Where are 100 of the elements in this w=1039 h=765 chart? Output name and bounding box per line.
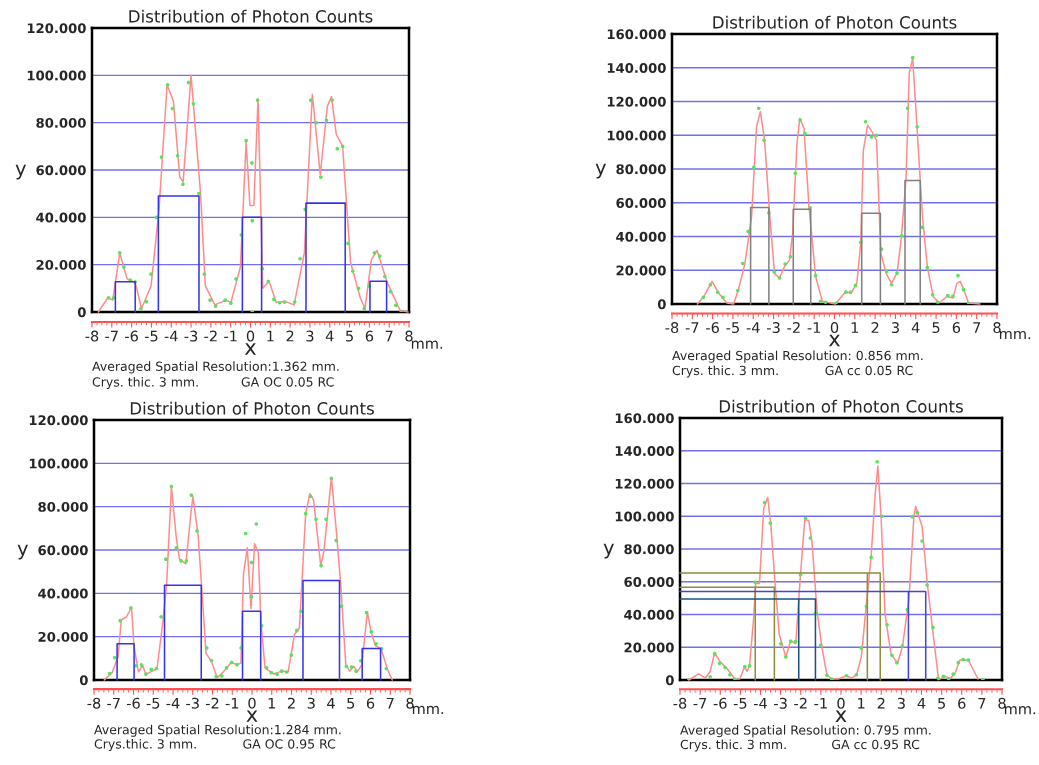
- x-tick-label: 3: [891, 322, 899, 334]
- y-tick-label: 160.000: [615, 413, 674, 424]
- y-axis-title: y: [17, 544, 28, 560]
- y-tick-label: 100.000: [615, 511, 674, 522]
- y-tick-label: 120.000: [27, 23, 86, 34]
- x-tick-label: -2: [794, 697, 807, 709]
- y-tick-label: 40.000: [36, 212, 86, 223]
- y-axis-title: y: [603, 543, 614, 559]
- x-tick-label: -1: [225, 697, 239, 709]
- y-tick-label: 120.000: [607, 96, 666, 107]
- y-tick-label: 40.000: [616, 231, 666, 242]
- x-tick-label: 2: [286, 330, 294, 342]
- x-tick-label: -7: [685, 322, 699, 333]
- y-tick-label: 140.000: [615, 445, 674, 456]
- x-tick-label: -3: [767, 322, 780, 334]
- x-axis-title: x: [828, 334, 840, 347]
- x-tick-label: -7: [693, 697, 707, 709]
- x-tick-label: -1: [224, 330, 237, 342]
- chart-title: Distribution of Photon Counts: [713, 15, 957, 29]
- x-tick-label: -3: [186, 697, 199, 709]
- y-tick-label: 80.000: [36, 117, 86, 128]
- text: GA cc 0.95 RC: [832, 739, 920, 750]
- x-axis-title: x: [835, 710, 847, 722]
- x-tick-label: 2: [871, 322, 879, 333]
- text: Crys. thic. 3 mm.: [672, 365, 778, 378]
- y-tick-label: 140.000: [607, 62, 666, 73]
- chart-title: Distribution of Photon Counts: [130, 401, 374, 415]
- x-tick-label: 4: [325, 330, 334, 342]
- x-tick-label: -2: [205, 697, 219, 709]
- y-tick-label: 60.000: [624, 576, 674, 587]
- y-tick-label: 20.000: [624, 642, 674, 653]
- x-tick-label: -5: [726, 322, 739, 334]
- x-tick-label: 7: [973, 322, 981, 333]
- x-tick-label: -8: [87, 697, 101, 709]
- x-tick-label: 1: [268, 697, 276, 709]
- y-tick-label: 100.000: [29, 458, 88, 469]
- x-tick-label: 2: [877, 697, 885, 709]
- x-tick-label: 5: [346, 330, 353, 342]
- x-tick-label: 0: [837, 697, 845, 709]
- x-tick-label: -7: [107, 697, 120, 709]
- x-tick-label: 8: [998, 697, 1006, 709]
- y-tick-label: 80.000: [624, 544, 674, 555]
- x-tick-label: -8: [665, 322, 679, 334]
- x-tick-label: -6: [706, 322, 719, 334]
- x-tick-label: 2: [287, 697, 295, 709]
- y-tick-label: 120.000: [29, 415, 88, 426]
- x-tick-label: 7: [978, 697, 986, 709]
- y-tick-label: 0: [79, 675, 88, 686]
- x-tick-label: 7: [386, 697, 394, 709]
- chart-title: Distribution of Photon Counts: [129, 9, 373, 23]
- x-tick-label: 8: [993, 322, 1001, 334]
- x-tick-label: 4: [327, 697, 335, 709]
- x-tick-label: 6: [952, 322, 961, 334]
- y-tick-label: 60.000: [36, 165, 86, 176]
- x-tick-label: -7: [105, 330, 118, 342]
- y-tick-label: 20.000: [36, 259, 86, 270]
- x-tick-label: 5: [932, 322, 940, 334]
- x-tick-label: -4: [753, 697, 767, 709]
- x-tick-label: 8: [405, 330, 413, 342]
- x-tick-label: -6: [126, 697, 140, 709]
- x-axis-title: x: [246, 710, 258, 722]
- x-tick-label: 5: [347, 697, 355, 709]
- y-tick-label: 40.000: [624, 609, 674, 620]
- x-tick-label: -6: [125, 330, 138, 342]
- x-tick-label: -4: [166, 697, 180, 709]
- x-tick-label: 8: [406, 697, 414, 709]
- y-axis-title: y: [595, 163, 606, 179]
- text: GA OC 0.05 RC: [241, 377, 334, 387]
- chart-title: Distribution of Photon Counts: [719, 399, 963, 413]
- y-tick-label: 20.000: [38, 631, 88, 642]
- y-tick-label: 0: [77, 307, 86, 318]
- x-tick-label: 1: [851, 322, 859, 333]
- x-tick-label: -2: [787, 322, 800, 333]
- text: mm.: [412, 705, 444, 714]
- x-tick-label: 6: [365, 330, 374, 342]
- x-tick-label: -3: [184, 330, 198, 342]
- x-tick-label: -1: [807, 322, 821, 333]
- y-tick-label: 160.000: [607, 29, 666, 40]
- x-tick-label: -5: [144, 330, 158, 342]
- x-tick-label: -8: [673, 697, 687, 709]
- x-tick-label: 3: [897, 697, 905, 709]
- x-tick-label: 0: [246, 330, 255, 342]
- text: Crys. thic. 3 mm.: [92, 376, 198, 390]
- x-tick-label: -8: [85, 330, 99, 342]
- x-tick-label: 1: [858, 697, 865, 709]
- y-tick-label: 20.000: [616, 265, 666, 276]
- text: GA cc 0.05 RC: [825, 365, 913, 376]
- text: Averaged Spatial Resolution: 0.795 mm.: [680, 725, 931, 738]
- text: mm.: [411, 340, 443, 349]
- y-tick-label: 100.000: [27, 70, 86, 81]
- y-tick-label: 40.000: [38, 588, 88, 599]
- x-tick-label: -4: [746, 322, 760, 333]
- text: Averaged Spatial Resolution:1.284 mm.: [94, 724, 341, 737]
- x-tick-label: 6: [958, 697, 966, 709]
- x-axis-title: x: [244, 343, 256, 355]
- x-tick-label: -4: [164, 330, 178, 342]
- x-tick-label: 0: [248, 697, 256, 709]
- y-tick-label: 0: [657, 299, 666, 310]
- y-tick-label: 60.000: [38, 545, 88, 556]
- y-tick-label: 120.000: [615, 478, 674, 489]
